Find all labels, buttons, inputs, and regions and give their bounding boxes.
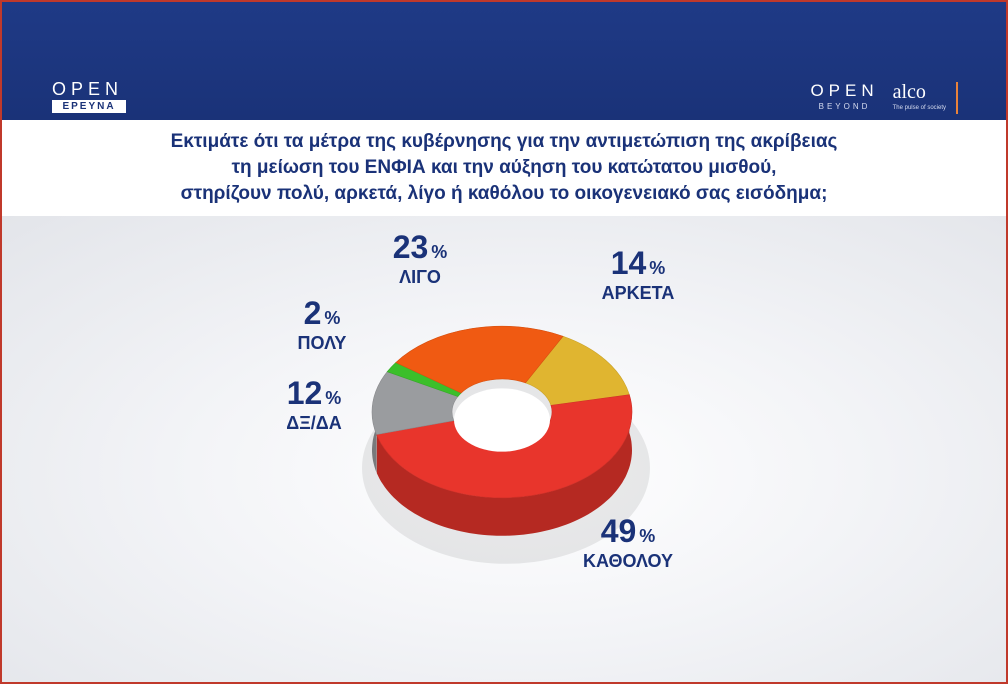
donut-hole [454,388,550,452]
category-label-1: ΚΑΘΟΛΟΥ [583,551,673,571]
question-line-2: τη μείωση του ΕΝΦΙΑ και την αύξηση του κ… [231,157,777,178]
chart-area: 14% ΑΡΚΕΤΑ 49% ΚΑΘΟΛΟΥ 12% ΔΞ/ΔΑ 2% ΠΟΛΥ 23% ΛΙΓΟ [2,216,1006,682]
header-bar: OPEN ΕΡΕΥΝΑ OPEN BEYOND alco The pulse o… [2,2,1006,120]
value-label-2: 12% [287,375,342,411]
question-line-3: στηρίζουν πολύ, αρκετά, λίγο ή καθόλου τ… [180,183,828,204]
question-text: Εκτιμάτε ότι τα μέτρα της κυβέρνησης για… [2,120,1006,216]
value-label-1: 49% [601,513,656,549]
brand-right-sub: BEYOND [818,102,871,111]
partner-tagline: The pulse of society [892,105,946,111]
value-label-3: 2% [304,295,341,331]
brand-left-word: OPEN [52,79,124,99]
open-erevna-logo: OPEN ΕΡΕΥΝΑ [52,80,128,113]
category-label-0: ΑΡΚΕΤΑ [602,283,675,303]
brand-right-group: OPEN BEYOND alco The pulse of society [810,82,958,118]
category-label-2: ΔΞ/ΔΑ [286,413,341,433]
value-label-4: 23% [393,229,448,265]
brand-left-tag: ΕΡΕΥΝΑ [52,100,126,113]
alco-logo: alco The pulse of society [893,82,958,114]
donut-chart: 14 %ΑΡΚΕΤΑ 49 %ΚΑΘΟΛΟΥ 12 %ΔΞ/ΔΑ 2 %ΠΟΛΥ 23 %ΛΙΓΟ [286,229,675,571]
open-beyond-logo: OPEN BEYOND [810,81,879,112]
slice-λιγο [395,325,564,394]
category-label-3: ΠΟΛΥ [298,333,347,353]
brand-right-word: OPEN [810,81,879,100]
slice-wall-1 [376,394,632,536]
category-label-4: ΛΙΓΟ [399,267,441,287]
partner-word: alco [892,81,926,103]
slice-αρκετα [524,335,630,406]
value-label-0: 14% [611,245,666,281]
question-line-1: Εκτιμάτε ότι τα μέτρα της κυβέρνησης για… [170,131,838,152]
